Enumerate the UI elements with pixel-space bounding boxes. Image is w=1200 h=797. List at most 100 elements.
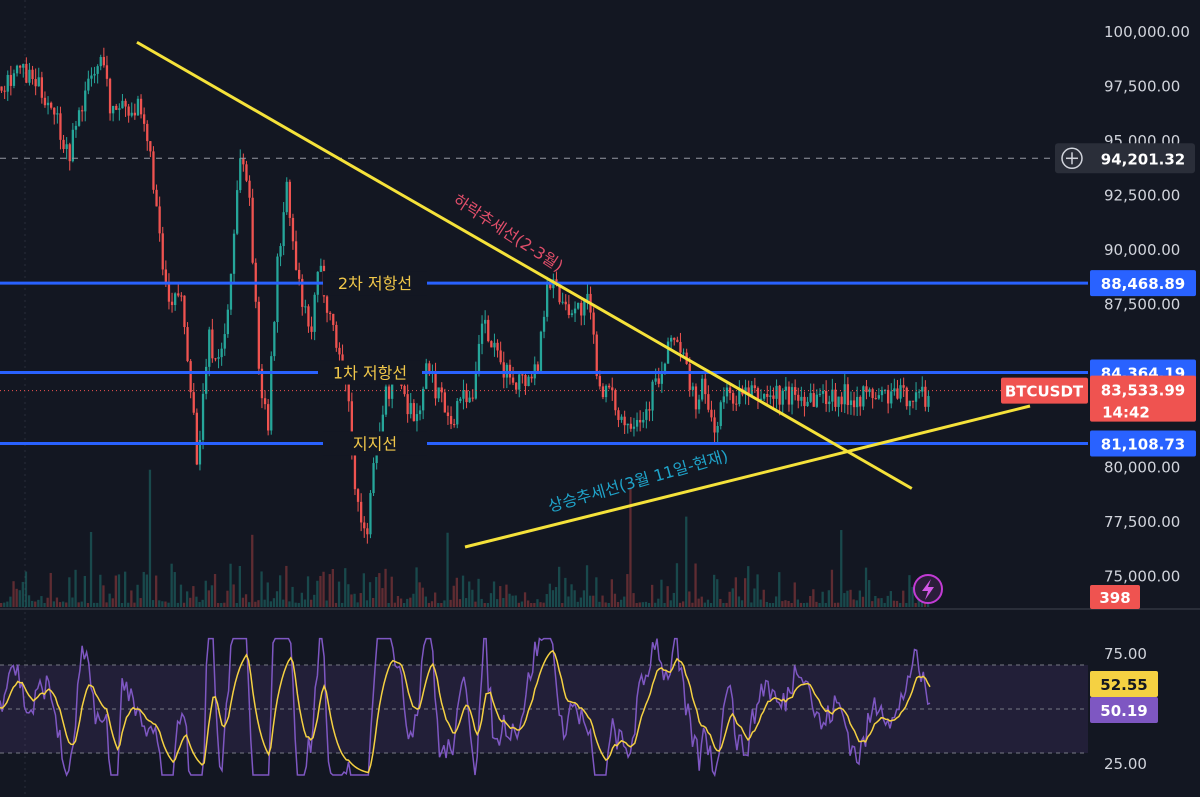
- candle: [632, 426, 636, 429]
- volume-bar: [210, 585, 214, 607]
- volume-bar: [316, 580, 319, 607]
- volume-bar: [468, 581, 471, 607]
- candle: [766, 393, 769, 397]
- volume-bar: [880, 598, 883, 607]
- volume-bar: [799, 602, 803, 607]
- candle: [99, 57, 102, 67]
- volume-bar: [530, 602, 533, 607]
- candle: [890, 391, 893, 404]
- volume-bar: [148, 469, 152, 607]
- candle: [127, 106, 130, 116]
- candle: [6, 74, 9, 92]
- volume-bar: [155, 575, 158, 607]
- candle: [561, 301, 564, 303]
- volume-bar: [818, 603, 821, 607]
- rsi-value-label: 52.55: [1100, 676, 1147, 694]
- candle: [121, 100, 124, 109]
- add-alert-plus-icon[interactable]: [1061, 147, 1083, 170]
- candle: [273, 322, 276, 357]
- candle: [288, 181, 291, 218]
- rsi-fast-line: [0, 637, 931, 778]
- volume-bar: [852, 599, 855, 607]
- volume-bar: [80, 601, 83, 607]
- level-label-bg: [323, 271, 427, 296]
- volume-bar: [672, 592, 675, 607]
- volume-bar: [700, 596, 703, 607]
- volume-bar: [124, 571, 127, 607]
- volume-bar: [815, 601, 818, 607]
- candle: [338, 347, 341, 355]
- candle: [434, 370, 437, 399]
- candle: [257, 301, 260, 369]
- candle: [139, 98, 143, 115]
- volume-bar: [108, 593, 111, 607]
- volume-bar: [719, 598, 722, 607]
- volume-bar: [93, 602, 96, 607]
- candle: [583, 300, 586, 316]
- volume-bar: [728, 591, 731, 607]
- candle: [524, 374, 527, 387]
- volume-bar: [142, 571, 145, 607]
- volume-bar: [406, 598, 409, 607]
- candle: [800, 396, 803, 401]
- candle: [307, 306, 310, 327]
- volume-bar: [266, 582, 269, 607]
- volume-bar: [725, 602, 728, 607]
- volume-bar: [595, 577, 598, 607]
- lightning-icon[interactable]: [913, 574, 943, 604]
- volume-bar: [341, 602, 344, 607]
- candle: [28, 69, 31, 83]
- volume-bar: [496, 599, 499, 607]
- candle: [12, 73, 16, 86]
- volume-bar: [297, 602, 300, 607]
- volume-bar: [300, 592, 303, 607]
- candle: [732, 393, 735, 404]
- volume-bar: [771, 602, 775, 607]
- candle: [279, 246, 282, 257]
- candle: [676, 339, 679, 342]
- candle: [896, 388, 899, 399]
- volume-bar: [387, 602, 390, 607]
- candle: [626, 423, 629, 426]
- candle: [211, 329, 214, 359]
- volume-bar: [325, 600, 328, 607]
- candle: [15, 65, 19, 74]
- volume-bar: [390, 576, 393, 607]
- candle: [490, 341, 493, 348]
- volume-bar: [27, 595, 31, 607]
- volume-bar: [883, 602, 886, 607]
- volume-bar: [539, 602, 542, 607]
- rsi-slow-line: [0, 649, 931, 774]
- candle: [90, 75, 93, 79]
- candle: [245, 164, 248, 181]
- candle: [499, 350, 502, 363]
- volume-bar: [368, 582, 372, 607]
- candle: [763, 393, 766, 399]
- candle: [459, 398, 462, 402]
- candle: [818, 393, 822, 395]
- candle: [124, 100, 127, 107]
- volume-bar: [802, 602, 806, 607]
- candle: [639, 420, 642, 423]
- candle: [859, 396, 862, 407]
- volume-bar: [858, 590, 861, 607]
- volume-bar: [830, 569, 834, 607]
- rsi-value-tag: [1090, 697, 1158, 723]
- volume-layer: [0, 469, 930, 607]
- candle: [868, 389, 871, 393]
- candle: [415, 414, 419, 422]
- candle: [462, 390, 465, 399]
- volume-bar: [399, 598, 403, 607]
- candle: [484, 319, 487, 324]
- candle: [301, 278, 304, 307]
- candle: [877, 395, 880, 399]
- volume-bar: [750, 602, 753, 607]
- candle: [180, 295, 183, 297]
- candle: [356, 489, 360, 502]
- volume-bar: [635, 602, 638, 607]
- volume-bar: [282, 599, 285, 607]
- candle: [214, 358, 217, 360]
- candle: [899, 385, 902, 399]
- candle: [753, 385, 756, 389]
